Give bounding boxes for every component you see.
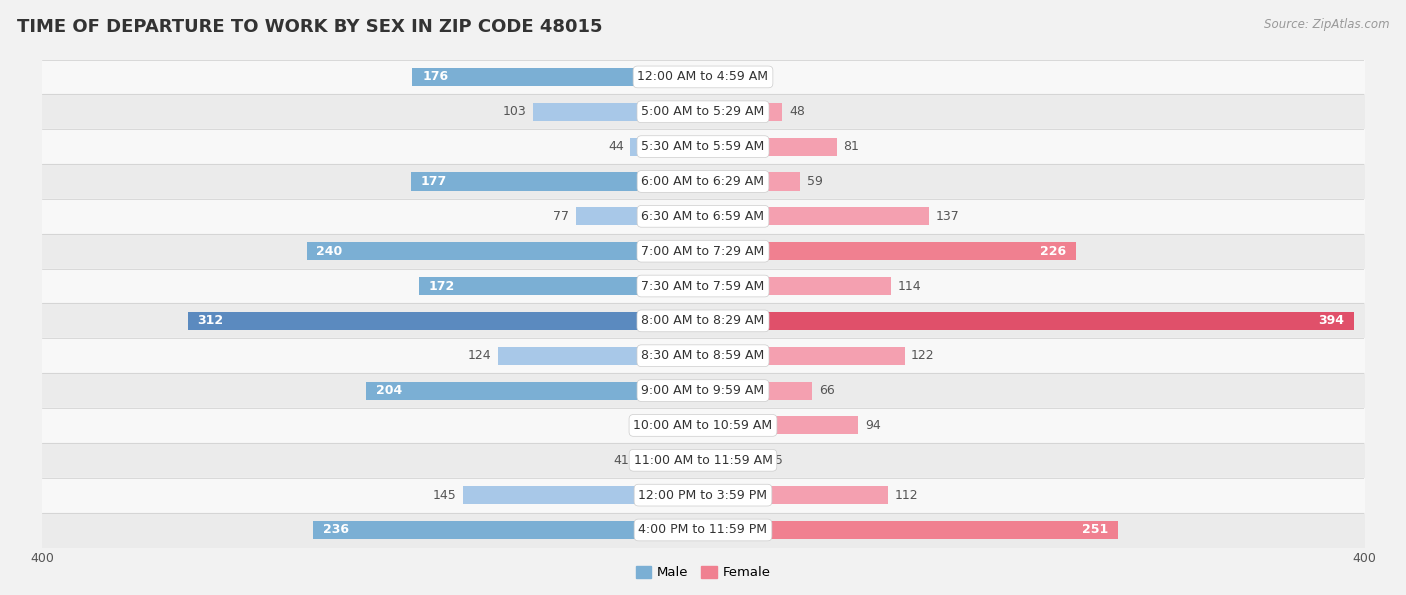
- Text: 204: 204: [375, 384, 402, 397]
- Text: 7:00 AM to 7:29 AM: 7:00 AM to 7:29 AM: [641, 245, 765, 258]
- Bar: [366, 381, 703, 400]
- Text: 226: 226: [1040, 245, 1066, 258]
- Bar: [464, 486, 703, 504]
- Text: 35: 35: [768, 454, 783, 466]
- Text: 176: 176: [422, 70, 449, 83]
- Bar: [703, 486, 889, 504]
- Bar: [703, 173, 800, 190]
- Text: 94: 94: [865, 419, 880, 432]
- Bar: [703, 277, 891, 295]
- Text: 394: 394: [1317, 314, 1344, 327]
- Text: 114: 114: [898, 280, 921, 293]
- Text: 251: 251: [1081, 524, 1108, 537]
- Text: 8:30 AM to 8:59 AM: 8:30 AM to 8:59 AM: [641, 349, 765, 362]
- Text: 177: 177: [420, 175, 447, 188]
- Bar: [703, 103, 782, 121]
- Bar: [703, 521, 1118, 539]
- Text: 124: 124: [468, 349, 492, 362]
- Text: 27: 27: [636, 419, 652, 432]
- Text: 4:00 PM to 11:59 PM: 4:00 PM to 11:59 PM: [638, 524, 768, 537]
- Bar: [703, 207, 929, 226]
- Text: 41: 41: [613, 454, 628, 466]
- Bar: [703, 137, 837, 156]
- Text: 6:30 AM to 6:59 AM: 6:30 AM to 6:59 AM: [641, 210, 765, 223]
- Bar: [703, 312, 1354, 330]
- Text: 0: 0: [710, 70, 717, 83]
- Text: 6:00 AM to 6:29 AM: 6:00 AM to 6:29 AM: [641, 175, 765, 188]
- Text: TIME OF DEPARTURE TO WORK BY SEX IN ZIP CODE 48015: TIME OF DEPARTURE TO WORK BY SEX IN ZIP …: [17, 18, 602, 36]
- Text: 12:00 PM to 3:59 PM: 12:00 PM to 3:59 PM: [638, 488, 768, 502]
- Bar: [533, 103, 703, 121]
- Bar: [658, 416, 703, 434]
- Legend: Male, Female: Male, Female: [630, 560, 776, 585]
- Text: 77: 77: [553, 210, 569, 223]
- Text: 66: 66: [818, 384, 834, 397]
- Bar: [411, 173, 703, 190]
- Bar: [498, 347, 703, 365]
- Text: 11:00 AM to 11:59 AM: 11:00 AM to 11:59 AM: [634, 454, 772, 466]
- Bar: [314, 521, 703, 539]
- Text: 12:00 AM to 4:59 AM: 12:00 AM to 4:59 AM: [637, 70, 769, 83]
- Text: 145: 145: [433, 488, 457, 502]
- Bar: [703, 381, 813, 400]
- Text: 312: 312: [197, 314, 224, 327]
- Text: 5:00 AM to 5:29 AM: 5:00 AM to 5:29 AM: [641, 105, 765, 118]
- Bar: [187, 312, 703, 330]
- Text: 236: 236: [323, 524, 349, 537]
- Bar: [630, 137, 703, 156]
- Bar: [419, 277, 703, 295]
- Bar: [703, 451, 761, 469]
- Bar: [703, 347, 904, 365]
- Text: 103: 103: [502, 105, 526, 118]
- Text: 59: 59: [807, 175, 823, 188]
- Bar: [412, 68, 703, 86]
- Text: 81: 81: [844, 140, 859, 153]
- Text: 9:00 AM to 9:59 AM: 9:00 AM to 9:59 AM: [641, 384, 765, 397]
- Bar: [576, 207, 703, 226]
- Bar: [703, 416, 858, 434]
- Text: 7:30 AM to 7:59 AM: 7:30 AM to 7:59 AM: [641, 280, 765, 293]
- Text: 172: 172: [429, 280, 456, 293]
- Text: 44: 44: [607, 140, 624, 153]
- Text: 112: 112: [894, 488, 918, 502]
- Text: 240: 240: [316, 245, 343, 258]
- Bar: [703, 242, 1077, 260]
- Text: 5:30 AM to 5:59 AM: 5:30 AM to 5:59 AM: [641, 140, 765, 153]
- Text: 8:00 AM to 8:29 AM: 8:00 AM to 8:29 AM: [641, 314, 765, 327]
- Text: 137: 137: [936, 210, 960, 223]
- Text: 48: 48: [789, 105, 804, 118]
- Bar: [636, 451, 703, 469]
- Text: 122: 122: [911, 349, 935, 362]
- Text: 10:00 AM to 10:59 AM: 10:00 AM to 10:59 AM: [634, 419, 772, 432]
- Bar: [307, 242, 703, 260]
- Text: Source: ZipAtlas.com: Source: ZipAtlas.com: [1264, 18, 1389, 31]
